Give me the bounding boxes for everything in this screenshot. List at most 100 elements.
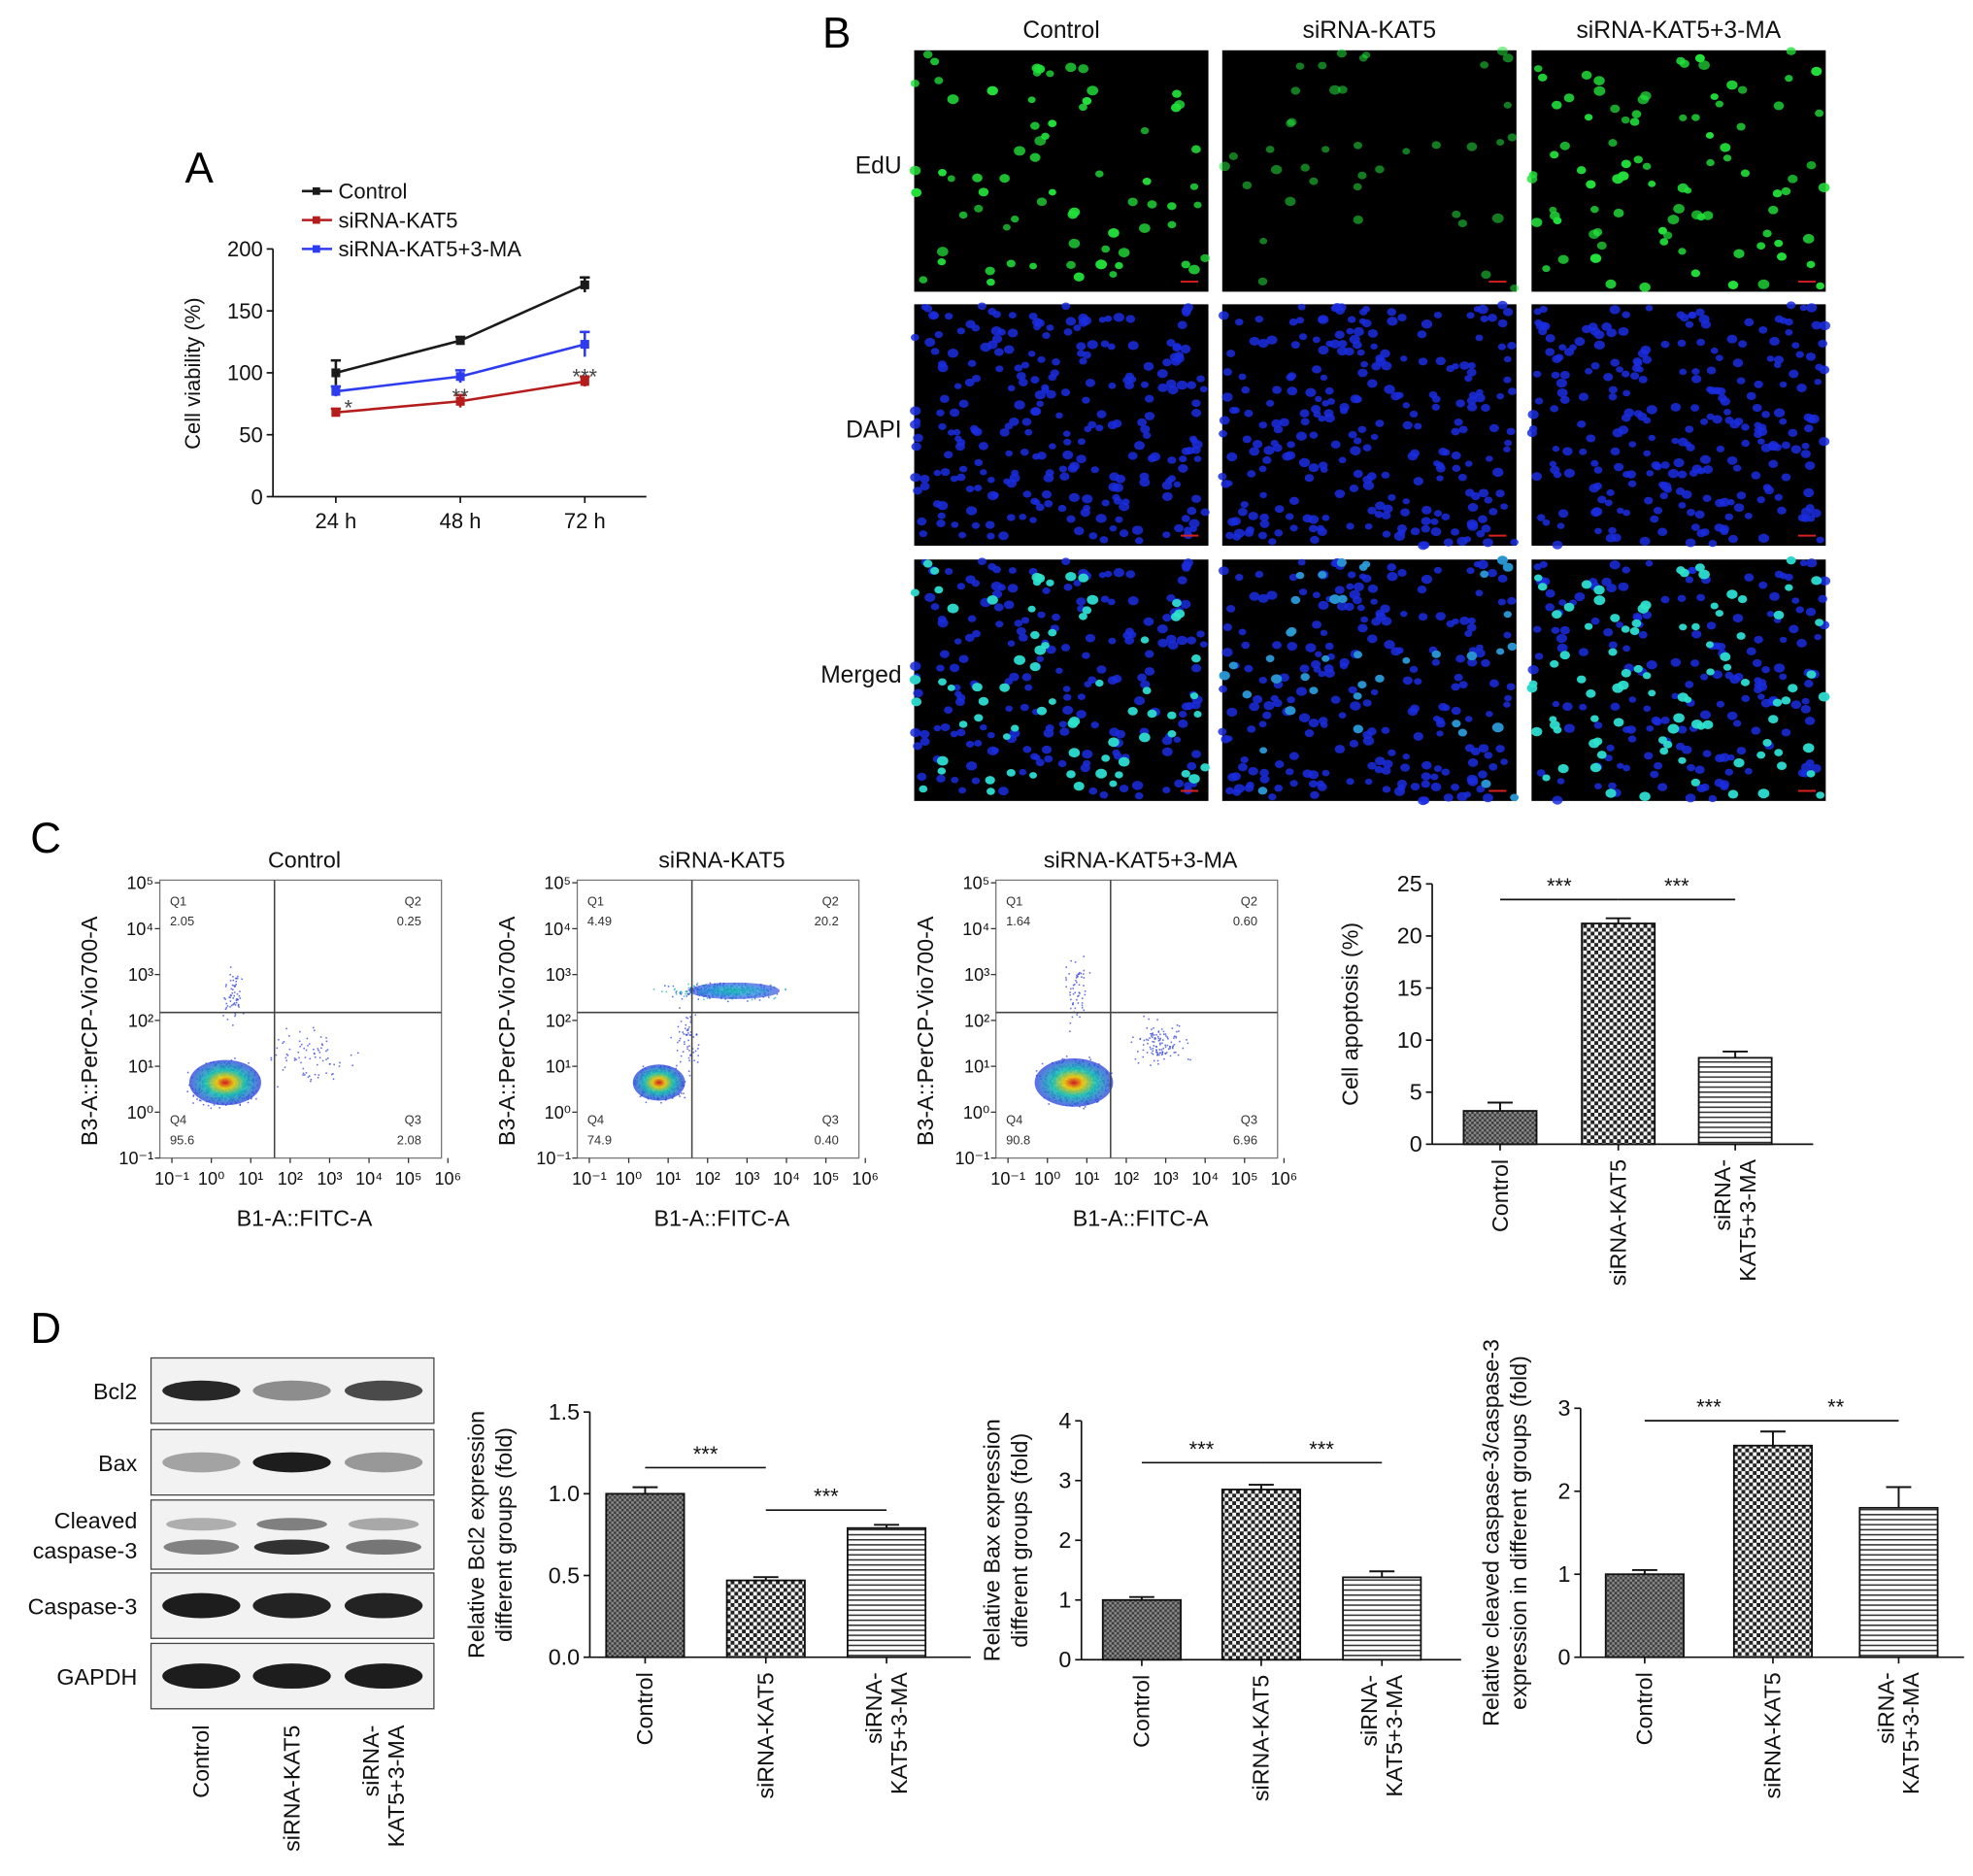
nucleus bbox=[1196, 630, 1205, 638]
nucleus bbox=[954, 697, 965, 707]
nucleus bbox=[1099, 791, 1109, 799]
nucleus bbox=[1124, 381, 1135, 389]
nucleus bbox=[1802, 743, 1815, 754]
nucleus bbox=[971, 426, 981, 435]
flow-event bbox=[686, 995, 687, 997]
flow-event bbox=[225, 1002, 228, 1005]
nucleus bbox=[1691, 622, 1700, 631]
nucleus bbox=[1720, 143, 1731, 152]
nucleus bbox=[1187, 507, 1197, 516]
nucleus bbox=[1622, 764, 1631, 772]
nucleus bbox=[1167, 730, 1177, 738]
nucleus bbox=[1616, 621, 1623, 628]
quadrant-value: 95.6 bbox=[170, 1132, 194, 1147]
nucleus bbox=[995, 620, 1004, 628]
nucleus bbox=[1090, 466, 1099, 474]
nucleus bbox=[1627, 735, 1637, 743]
nucleus bbox=[1060, 388, 1071, 396]
micrograph-edu bbox=[1219, 46, 1520, 292]
nucleus bbox=[1621, 414, 1631, 422]
flow-event bbox=[687, 1039, 689, 1042]
nucleus bbox=[1263, 701, 1275, 711]
nucleus bbox=[1805, 759, 1815, 767]
nucleus bbox=[1222, 623, 1232, 631]
nucleus bbox=[1272, 385, 1282, 394]
nucleus bbox=[1237, 762, 1248, 772]
nucleus bbox=[1650, 515, 1659, 523]
nucleus bbox=[1337, 85, 1348, 94]
nucleus bbox=[1627, 480, 1637, 487]
nucleus bbox=[1007, 385, 1016, 392]
flow-event bbox=[241, 978, 243, 981]
nucleus bbox=[965, 486, 975, 493]
flow-event bbox=[239, 1103, 241, 1106]
nucleus bbox=[1593, 76, 1605, 85]
flow-plot-title: siRNA-KAT5 bbox=[658, 847, 785, 872]
nucleus bbox=[1491, 213, 1504, 223]
nucleus bbox=[1226, 452, 1238, 462]
nucleus bbox=[1506, 683, 1516, 690]
nucleus bbox=[1087, 85, 1099, 96]
nucleus bbox=[1451, 427, 1460, 436]
nucleus bbox=[920, 482, 930, 491]
nucleus bbox=[1732, 720, 1742, 727]
nucleus bbox=[1290, 341, 1300, 349]
flow-event bbox=[298, 1040, 301, 1043]
nucleus bbox=[1433, 765, 1443, 773]
nucleus bbox=[1609, 305, 1621, 315]
nucleus bbox=[1679, 368, 1688, 376]
nucleus bbox=[1370, 343, 1378, 350]
nucleus bbox=[1161, 747, 1173, 756]
flow-event bbox=[288, 1035, 290, 1037]
nucleus bbox=[1006, 259, 1016, 268]
nucleus bbox=[1252, 694, 1263, 704]
nucleus bbox=[1552, 795, 1563, 805]
flow-event bbox=[680, 1055, 683, 1057]
nucleus bbox=[1016, 626, 1026, 636]
nucleus bbox=[1769, 336, 1780, 347]
nucleus bbox=[1298, 588, 1308, 596]
nucleus bbox=[1354, 582, 1364, 591]
nucleus bbox=[1095, 259, 1108, 270]
nucleus bbox=[1496, 648, 1505, 655]
nucleus bbox=[1724, 768, 1734, 776]
nucleus bbox=[1190, 663, 1202, 673]
nucleus bbox=[1302, 769, 1313, 778]
nucleus bbox=[1608, 641, 1618, 650]
nucleus bbox=[1258, 421, 1268, 429]
y-axis-title: Cell viability (%) bbox=[181, 297, 205, 449]
nucleus bbox=[1302, 514, 1313, 523]
nucleus bbox=[1287, 372, 1297, 381]
nucleus bbox=[1604, 499, 1613, 507]
nucleus bbox=[1308, 780, 1319, 788]
flow-event bbox=[325, 1037, 327, 1039]
nucleus bbox=[1046, 579, 1054, 586]
nucleus bbox=[1065, 317, 1077, 326]
nucleus bbox=[1740, 169, 1751, 178]
nucleus bbox=[1402, 754, 1410, 760]
flow-event bbox=[697, 1044, 700, 1046]
nucleus bbox=[1777, 506, 1787, 515]
nucleus bbox=[1691, 719, 1703, 729]
nucleus bbox=[1774, 315, 1784, 323]
nucleus bbox=[1259, 775, 1270, 784]
nucleus bbox=[1309, 687, 1319, 694]
row-label: DAPI bbox=[846, 418, 901, 444]
nucleus bbox=[1082, 606, 1092, 615]
nucleus bbox=[1613, 718, 1624, 727]
nucleus bbox=[1510, 538, 1519, 547]
nucleus bbox=[1338, 340, 1348, 348]
nucleus bbox=[1660, 340, 1670, 349]
nucleus bbox=[1241, 385, 1251, 394]
nucleus bbox=[958, 531, 967, 539]
nucleus bbox=[1173, 481, 1182, 488]
nucleus bbox=[1690, 523, 1700, 531]
nucleus bbox=[1631, 619, 1642, 628]
nucleus bbox=[1806, 303, 1818, 313]
nucleus bbox=[971, 777, 981, 785]
nucleus bbox=[1458, 425, 1468, 434]
nucleus bbox=[1193, 201, 1202, 209]
y-tick-label: 150 bbox=[227, 299, 263, 323]
nucleus bbox=[999, 174, 1010, 184]
nucleus bbox=[1371, 618, 1382, 626]
